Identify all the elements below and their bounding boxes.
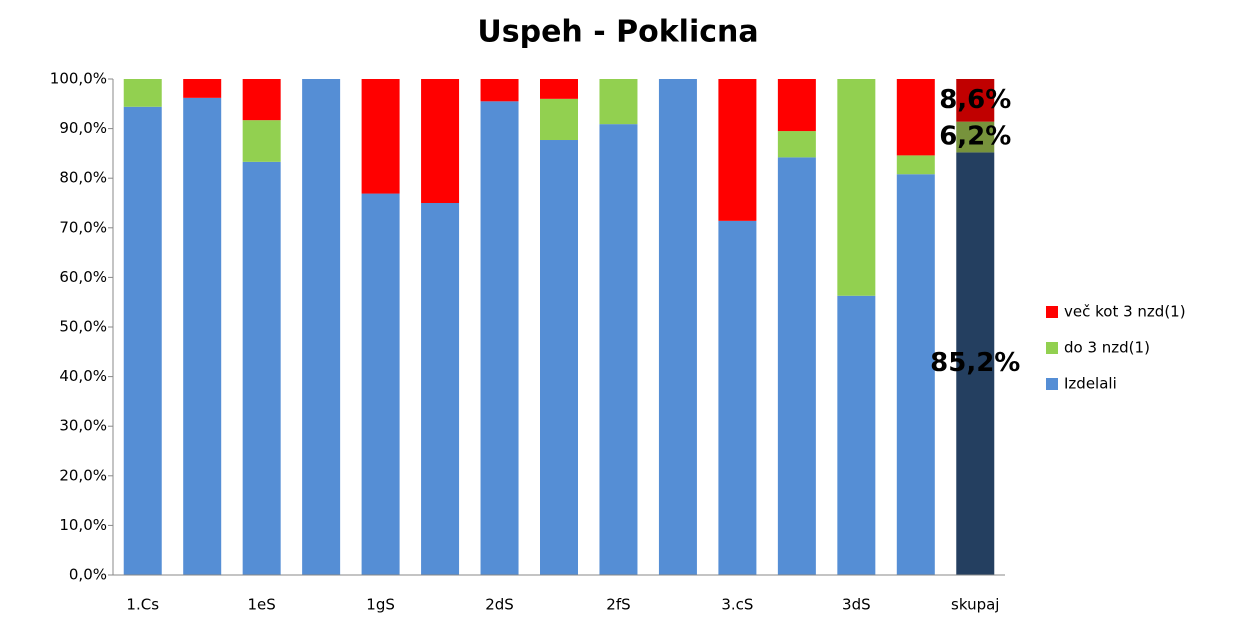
x-tick-label: 1.Cs <box>126 596 159 614</box>
legend-swatch <box>1046 342 1058 354</box>
x-tick-label: 2fS <box>606 596 630 614</box>
value-label: 8,6% <box>939 85 1011 115</box>
y-tick-label: 50,0% <box>59 318 107 336</box>
bar-segment <box>242 120 281 162</box>
y-tick-label: 20,0% <box>59 466 107 484</box>
bar-segment <box>837 79 876 296</box>
bar-segment <box>480 79 519 102</box>
y-tick-label: 0,0% <box>69 566 107 584</box>
bar-segment <box>718 220 757 575</box>
bar-segment <box>837 295 876 575</box>
bar-segment <box>242 161 281 575</box>
bar-segment <box>956 152 995 575</box>
y-tick-label: 100,0% <box>50 70 107 88</box>
bar-segment <box>421 203 460 575</box>
bar-segment <box>777 131 816 158</box>
x-tick-label: 3dS <box>842 596 871 614</box>
y-tick-label: 10,0% <box>59 516 107 534</box>
legend-swatch <box>1046 378 1058 390</box>
x-tick-label: 2dS <box>485 596 514 614</box>
y-tick-label: 70,0% <box>59 218 107 236</box>
x-tick-label: 3.cS <box>721 596 753 614</box>
bar-segment <box>956 121 995 153</box>
y-tick-label: 80,0% <box>59 169 107 187</box>
bar-segment <box>599 79 638 125</box>
bar-segment <box>777 157 816 576</box>
chart-title: Uspeh - Poklicna <box>477 15 758 50</box>
bar-segment <box>896 79 935 156</box>
value-label: 85,2% <box>930 348 1020 378</box>
bar-segment <box>896 174 935 575</box>
bar-segment <box>242 79 281 121</box>
legend-label: več kot 3 nzd(1) <box>1064 303 1186 321</box>
x-tick-label: skupaj <box>951 596 999 614</box>
bar-segment <box>361 193 400 576</box>
bar-segment <box>361 79 400 194</box>
x-tick-label: 1gS <box>366 596 395 614</box>
bar-segment <box>480 101 519 575</box>
bar-segment <box>123 106 162 575</box>
bar-segment <box>421 79 460 203</box>
bar-segment <box>123 79 162 107</box>
x-tick-label: 1eS <box>248 596 276 614</box>
y-tick-label: 90,0% <box>59 119 107 137</box>
bar-segment <box>540 98 578 141</box>
bar-segment <box>896 155 935 175</box>
bar-segment <box>540 79 578 99</box>
y-tick-label: 40,0% <box>59 367 107 385</box>
bar-segment <box>302 79 341 575</box>
y-tick-label: 60,0% <box>59 268 107 286</box>
bar-segment <box>718 79 757 221</box>
legend-swatch <box>1046 306 1058 318</box>
bar-segment <box>658 79 697 575</box>
value-label: 6,2% <box>939 122 1011 152</box>
bar-segment <box>599 124 638 576</box>
bar-segment <box>183 97 222 576</box>
bar-segment <box>540 140 578 575</box>
bar-segment <box>777 79 816 132</box>
bar-segment <box>956 79 995 122</box>
legend-label: Izdelali <box>1064 375 1117 393</box>
bar-segment <box>183 79 222 98</box>
legend-label: do 3 nzd(1) <box>1064 339 1150 357</box>
y-tick-label: 30,0% <box>59 417 107 435</box>
